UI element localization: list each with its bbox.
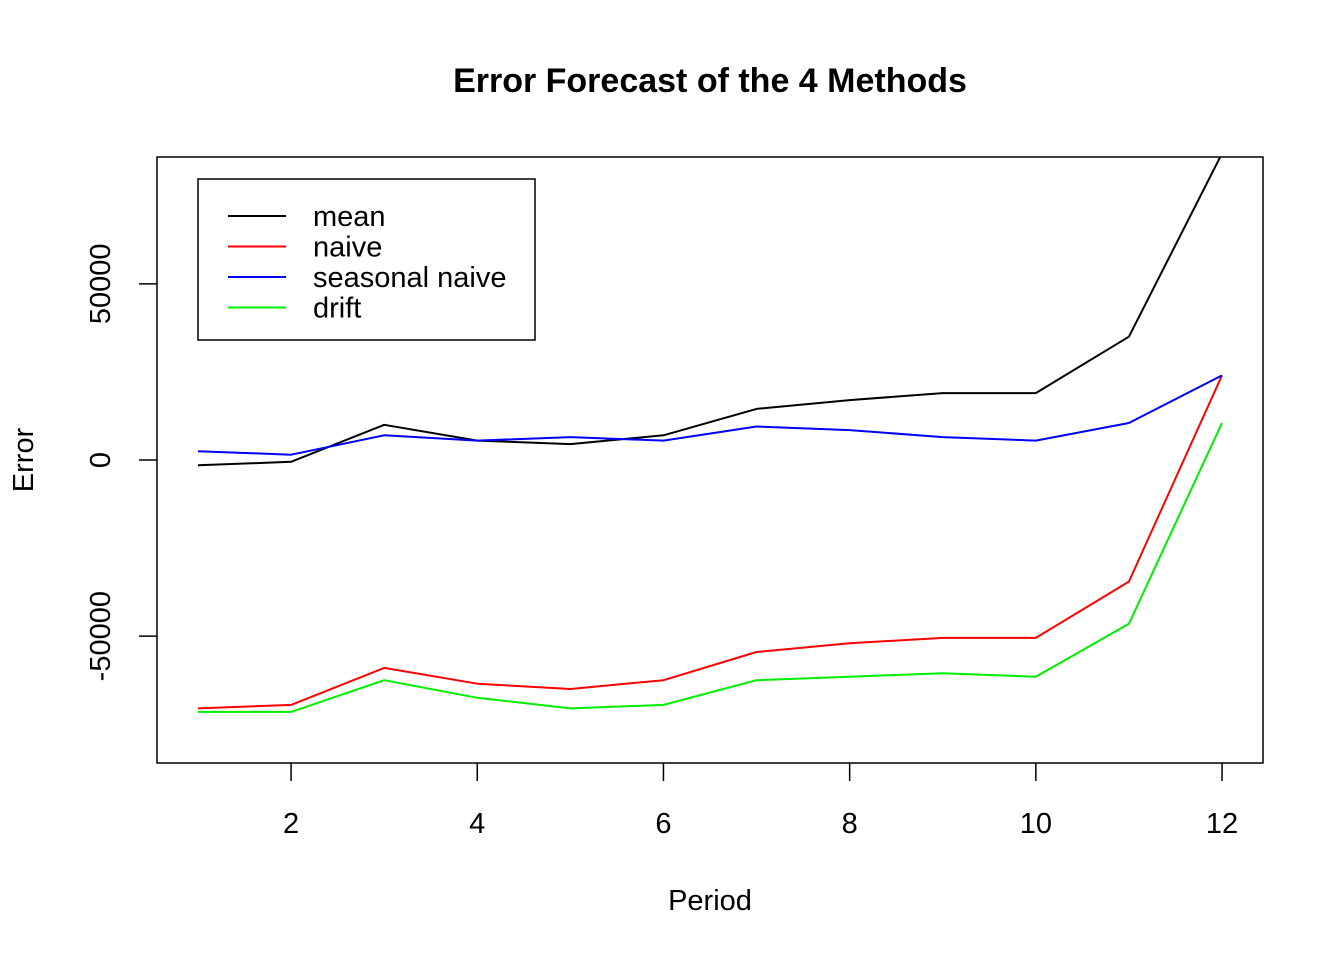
x-axis-label: Period [668,885,752,917]
series-line-mean [197,157,1222,467]
x-tick-label: 6 [655,808,671,840]
x-tick-label: 10 [1020,808,1052,840]
series-line-seasonal-naive [197,374,1223,456]
legend-label: naive [313,232,382,264]
x-tick-label: 12 [1206,808,1238,840]
y-axis: -50000 0 50000 [85,244,157,681]
x-tick-label: 4 [469,808,485,840]
y-tick-label: 0 [85,452,117,468]
x-tick-label: 8 [842,808,858,840]
x-axis: 2 4 6 8 10 12 [283,763,1238,840]
y-axis-label: Error [8,427,40,492]
series-line-naive [197,374,1223,710]
y-tick-label: -50000 [85,591,117,681]
chart-title: Error Forecast of the 4 Methods [453,62,967,100]
legend-label: mean [313,201,386,233]
series-line-drift [198,422,1223,713]
legend-label: seasonal naive [313,262,506,294]
series-layer [197,157,1223,713]
legend-box [197,178,536,341]
x-tick-label: 2 [283,808,299,840]
legend-label: drift [313,293,361,325]
y-tick-label: 50000 [85,244,117,325]
